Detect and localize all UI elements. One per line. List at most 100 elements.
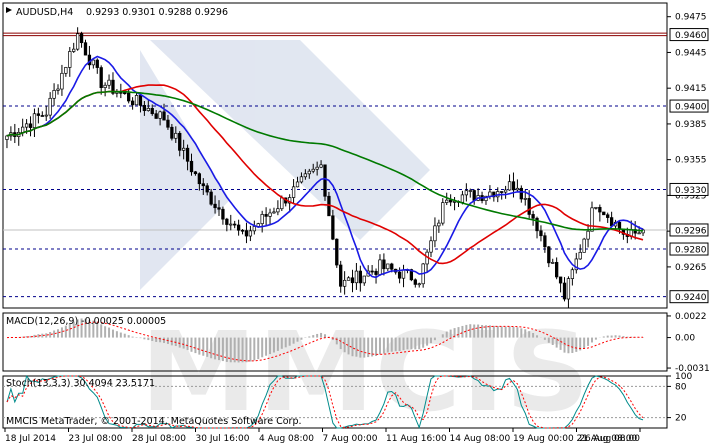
- time-tick-label: 26 Aug 08:00: [579, 434, 640, 444]
- candle-body: [79, 33, 84, 44]
- candle-body: [103, 84, 107, 89]
- time-tick-label: 11 Aug 16:00: [386, 434, 447, 444]
- candle-body: [609, 217, 614, 227]
- macd-tick-label: 0.0022: [675, 312, 707, 322]
- candle-body: [185, 147, 190, 162]
- candle-body: [248, 230, 253, 237]
- macd-axis: 0.0022 0.00 -0.0031: [667, 312, 710, 374]
- candle-body: [221, 208, 225, 220]
- candle-body: [511, 181, 516, 191]
- candle-body: [562, 282, 567, 300]
- candle-body: [107, 79, 111, 86]
- candle-body: [606, 214, 610, 218]
- candle-body: [52, 90, 56, 99]
- candle-body: [146, 108, 150, 111]
- candle-body: [586, 230, 590, 240]
- candle-body: [551, 262, 555, 264]
- macd-panel-frame: [2, 312, 668, 372]
- candle-body: [346, 277, 351, 281]
- macd-tick-label: 0.00: [675, 334, 695, 344]
- stoch-main-line: [6, 374, 644, 430]
- candle-body: [441, 202, 445, 224]
- candle-body: [535, 217, 539, 232]
- candle-body: [547, 246, 551, 264]
- candle-body: [519, 187, 523, 200]
- candle-body: [28, 123, 33, 128]
- candle-body: [503, 189, 508, 193]
- candle-body: [75, 33, 80, 50]
- candle-body: [401, 269, 406, 279]
- level-price-label: 0.9296: [675, 226, 707, 236]
- candle-body: [558, 276, 563, 284]
- candle-body: [217, 207, 221, 210]
- macd-panel[interactable]: MACD(12,26,9) -0.00025 0.00005: [2, 312, 668, 372]
- candle-body: [378, 259, 382, 275]
- candle-body: [201, 183, 205, 187]
- candle-body: [468, 190, 472, 192]
- candle-body: [413, 279, 417, 285]
- level-price-tag: [669, 28, 709, 42]
- stoch-signal-line: [6, 375, 644, 429]
- stoch-panel[interactable]: Stoch(13,3,3) 30.4094 23.5171 MMCIS Meta…: [2, 374, 668, 430]
- candle-body: [44, 114, 48, 117]
- price-panel[interactable]: AUDUSD,H4 0.9293 0.9301 0.9288 0.9296: [2, 2, 668, 309]
- candle-body: [225, 218, 229, 225]
- candle-body: [386, 263, 390, 270]
- candle-body: [492, 191, 496, 198]
- candle-body: [123, 92, 127, 95]
- candle-body: [56, 88, 60, 91]
- candle-body: [637, 232, 641, 235]
- candle-body: [602, 211, 606, 216]
- stoch-panel-frame: [2, 375, 668, 429]
- candle-body: [362, 275, 366, 284]
- candle-body: [429, 240, 433, 253]
- candle-body: [142, 104, 147, 111]
- price-tick-label: 0.9265: [675, 263, 707, 273]
- time-tick-label: 14 Aug 08:00: [450, 434, 511, 444]
- price-axis: 0.9475 0.9445 0.9415 0.9385 0.9355 0.9325 0.92…: [667, 13, 709, 304]
- stoch-label: Stoch(13,3,3) 30.4094 23.5171: [6, 378, 155, 389]
- candle-body: [99, 67, 103, 89]
- candle-body: [68, 51, 72, 68]
- candle-body: [594, 206, 598, 209]
- candle-body: [523, 198, 527, 200]
- candle-body: [276, 208, 280, 213]
- candle-body: [382, 259, 386, 270]
- candle-body: [323, 164, 327, 197]
- candle-body: [5, 135, 9, 140]
- candle-body: [354, 270, 359, 284]
- price-tick-label: 0.9415: [675, 84, 707, 94]
- candle-body: [527, 198, 531, 215]
- candle-body: [166, 119, 170, 128]
- candle-body: [91, 59, 95, 66]
- candle-body: [72, 48, 76, 52]
- candle-body: [433, 225, 437, 242]
- candle-body: [130, 100, 135, 106]
- candle-body: [236, 224, 241, 231]
- candle-body: [374, 270, 378, 275]
- moving-average-line: [6, 90, 644, 232]
- candle-body: [307, 170, 311, 175]
- price-tick-label: 0.9355: [675, 156, 707, 166]
- level-price-label: 0.9240: [675, 293, 707, 303]
- level-price-label: 0.9460: [675, 31, 707, 41]
- candle-body: [515, 187, 520, 191]
- candle-body: [64, 67, 68, 74]
- candle-body: [488, 191, 492, 197]
- candle-body: [111, 79, 115, 94]
- candle-body: [531, 214, 535, 219]
- candle-body: [500, 191, 504, 193]
- candle-body: [543, 235, 547, 248]
- candle-body: [590, 207, 594, 232]
- time-tick-label: 21 Aug 08:00: [577, 434, 638, 444]
- level-price-tag: [669, 182, 709, 196]
- candle-body: [134, 95, 139, 106]
- candle-body: [417, 283, 421, 286]
- candle-body: [331, 215, 335, 240]
- candle-body: [150, 108, 154, 115]
- candle-body: [335, 238, 339, 266]
- time-tick-label: 30 Jul 16:00: [196, 434, 250, 444]
- candle-body: [197, 173, 202, 185]
- candle-body: [311, 168, 315, 172]
